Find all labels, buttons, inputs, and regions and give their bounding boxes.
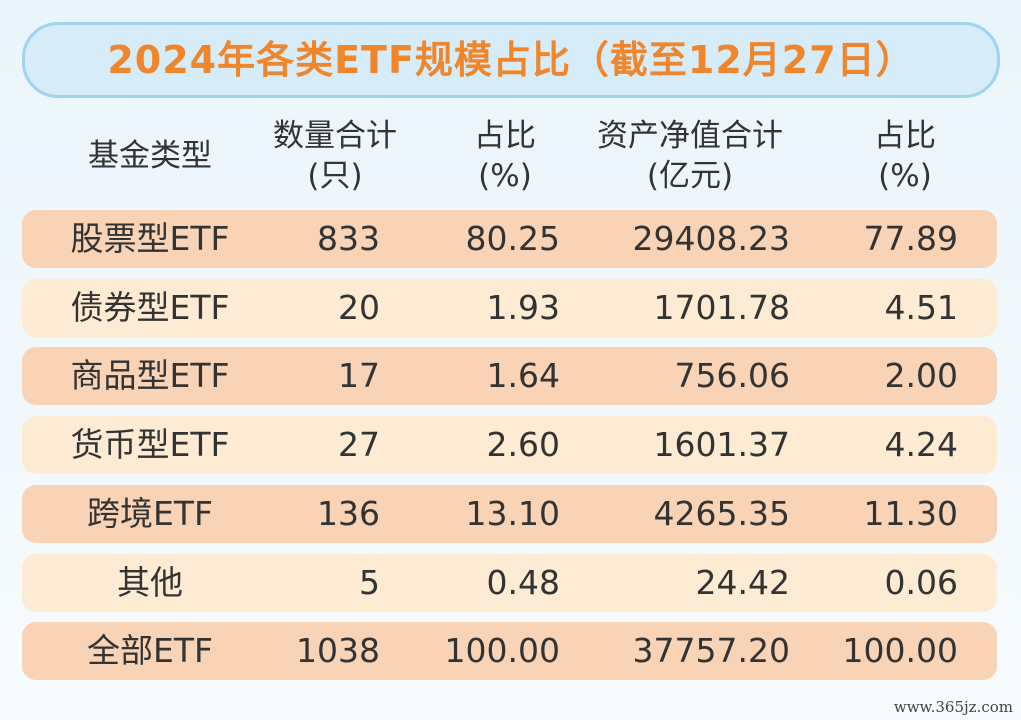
cell: 29408.23 xyxy=(632,219,790,258)
row-label: 其他 xyxy=(117,562,183,602)
table-row xyxy=(22,278,997,337)
column-header: (亿元) xyxy=(646,158,734,194)
table-row xyxy=(22,553,997,612)
cell: 2.00 xyxy=(884,356,958,396)
cell: 17 xyxy=(338,356,380,396)
row-label: 商品型ETF xyxy=(70,356,230,396)
cell: 77.89 xyxy=(863,219,958,258)
row-label: 货币型ETF xyxy=(70,425,230,465)
cell: 1.64 xyxy=(486,356,560,396)
cell: 0.06 xyxy=(884,562,958,602)
cell: 11.30 xyxy=(863,493,958,533)
cell: 1038 xyxy=(296,631,380,671)
cell: 27 xyxy=(338,425,380,465)
cell: 100.00 xyxy=(842,631,958,671)
cell: 5 xyxy=(359,562,380,602)
cell: 37757.20 xyxy=(632,631,790,671)
table-row xyxy=(22,416,997,475)
watermark: www.365jz.com xyxy=(893,698,1013,716)
column-header: (%) xyxy=(878,158,932,194)
row-label: 跨境ETF xyxy=(87,493,213,533)
column-header: 数量合计 xyxy=(273,118,397,154)
column-header: (只) xyxy=(307,158,363,194)
cell: 4.24 xyxy=(884,425,958,465)
cell: 2.60 xyxy=(486,425,560,465)
column-header: 占比 xyxy=(474,118,536,154)
column-header: 资产净值合计 xyxy=(597,118,783,154)
cell: 0.48 xyxy=(486,562,560,602)
cell: 4265.35 xyxy=(653,493,790,533)
column-header: 基金类型 xyxy=(88,138,212,174)
cell: 100.00 xyxy=(444,631,560,671)
cell: 1.93 xyxy=(486,287,560,327)
title: 2024年各类ETF规模占比（截至12月27日） xyxy=(22,22,1000,98)
cell: 20 xyxy=(338,287,380,327)
row-label: 全部ETF xyxy=(87,631,213,671)
cell: 80.25 xyxy=(465,219,560,258)
table-row xyxy=(22,347,997,406)
cell: 13.10 xyxy=(465,493,560,533)
cell: 833 xyxy=(317,219,380,258)
cell: 136 xyxy=(317,493,380,533)
table-row xyxy=(22,210,997,268)
cell: 1601.37 xyxy=(653,425,790,465)
column-header: (%) xyxy=(478,158,532,194)
row-label: 债券型ETF xyxy=(70,287,230,327)
cell: 4.51 xyxy=(884,287,958,327)
column-header: 占比 xyxy=(874,118,936,154)
row-label: 股票型ETF xyxy=(70,219,230,258)
cell: 1701.78 xyxy=(653,287,790,327)
cell: 756.06 xyxy=(674,356,790,396)
cell: 24.42 xyxy=(695,562,790,602)
table-row xyxy=(22,622,997,681)
table-row xyxy=(22,484,997,543)
